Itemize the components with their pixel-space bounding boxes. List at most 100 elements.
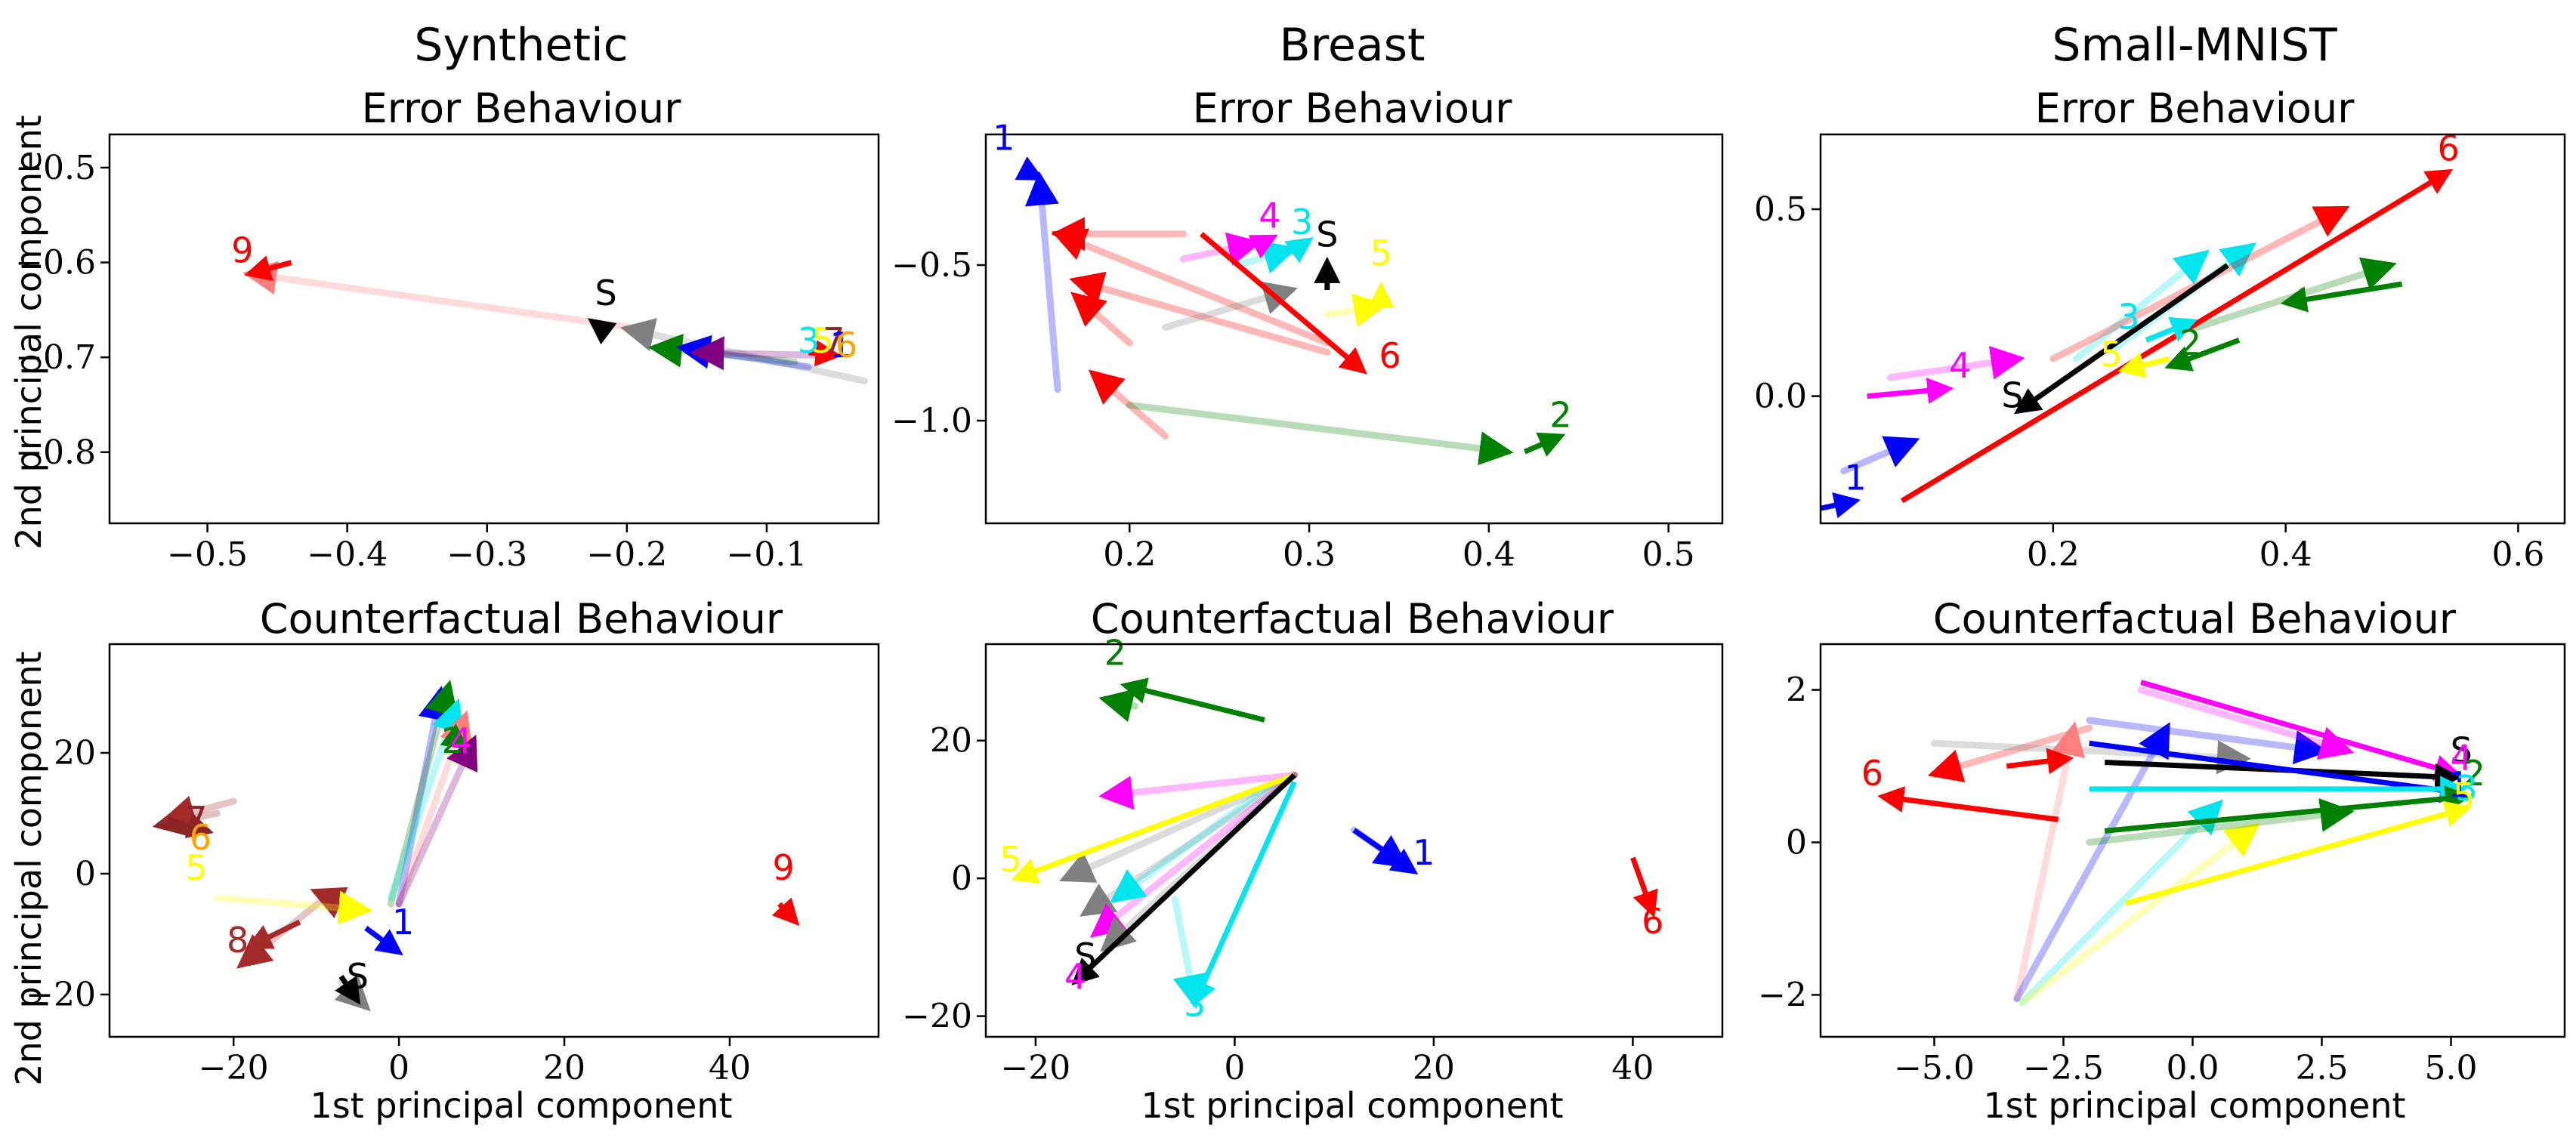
x-tick-label: −2.5 [2023,1049,2104,1087]
point-label-S: S [1316,214,1338,254]
plot-frame [108,133,880,525]
trajectory-arrow-1 [1015,156,1045,180]
y-tick-label: −1.0 [891,402,972,440]
point-label-4: 4 [450,720,472,761]
panel-breast-counterfactual: 2 5 S4 3 1 6 −20 0 20 40 20 0 −20 [902,632,1724,1087]
trajectory-arrow-3 [1284,237,1314,264]
y-tick-label: 0.0 [1754,378,1807,416]
point-label-9: 9 [772,847,794,888]
trajectory-arrow-6 [808,340,842,367]
x-tick-label: 0.2 [1103,535,1156,574]
trajectory-arrow-6 [2006,748,2074,775]
point-label-5: 5 [999,839,1021,880]
panel-title-breast-counterfactual: Counterfactual Behaviour [1091,595,1614,643]
point-label-1: 1 [829,325,851,365]
x-tick-label: 0.6 [2491,535,2544,574]
x-tick-label: 40 [1611,1049,1654,1087]
faded-trajectory [1059,771,1298,883]
y-tick-label: −2 [1758,976,1807,1014]
y-tick-label: 20 [930,722,972,760]
point-label-1: 1 [993,118,1015,159]
trajectory-arrow-5 [1010,773,1296,884]
trajectory-arrow-8 [245,919,301,949]
point-label-5: 5 [1370,233,1392,273]
faded-trajectory [2013,722,2170,1003]
x-tick-label: 0.4 [2259,535,2312,574]
plot-frame [984,643,1724,1038]
point-label-5: 5 [811,320,833,361]
point-label-6: 6 [836,325,857,365]
faded-trajectory [2018,799,2224,1007]
point-label-4: 4 [1259,196,1280,236]
trajectory-arrow-9 [244,255,292,282]
x-tick-label: 0.2 [2027,535,2080,574]
x-tick-label: 0 [388,1049,409,1087]
y-tick-label: −20 [26,976,96,1014]
y-tick-label: 0 [75,855,96,893]
point-label-4: 4 [1949,345,1971,386]
faded-trajectory [1324,293,1388,327]
trajectory-arrow-S [587,318,617,345]
faded-trajectory [242,261,631,331]
point-label-5: 5 [2100,334,2122,375]
trajectory-arrow-6 [1630,856,1658,918]
point-label-S: S [2001,375,2023,415]
trajectory-arrow-1 [1352,828,1419,875]
panel-title-mnist-counterfactual: Counterfactual Behaviour [1933,595,2457,643]
trajectory-arrow-3 [1191,781,1297,1007]
column-title-breast: Breast [1280,19,1425,72]
point-label-2: 2 [2179,322,2201,363]
panel-title-synthetic-error: Error Behaviour [362,85,682,132]
x-tick-label: −0.1 [727,535,808,574]
point-label-3: 3 [2455,768,2477,809]
trajectory-arrow-4 [1248,234,1278,259]
faded-trajectory [160,795,237,829]
trajectory-arrow-7 [166,813,215,838]
y-tick-label: −20 [902,998,972,1036]
point-label-3: 3 [1291,202,1313,242]
y-tick-label: −0.5 [891,246,972,285]
trajectory-arrow-5 [2117,352,2170,378]
trajectory-arrow-2 [1120,677,1265,723]
point-label-2: 2 [1549,394,1571,435]
column-title-synthetic: Synthetic [414,19,628,72]
panel-breast-error: 1 4 3 S 5 6 2 0.2 0.3 0.4 0.5 −0.5 −1.0 [891,118,1724,574]
y-tick-label: 2 [1786,671,1807,710]
trajectory-arrow-6 [1200,232,1367,375]
point-label-9: 9 [231,230,253,271]
trajectory-arrow-S [1071,773,1296,985]
faded-trajectory [213,890,373,925]
x-tick-label: 0.5 [1642,535,1695,574]
point-label-3: 3 [1184,984,1206,1025]
x-tick-label: 40 [709,1049,751,1087]
trajectory-arrow-S [335,975,361,1005]
y-tick-label: 0.5 [1754,190,1807,229]
faded-trajectory [1110,778,1278,903]
faded-trajectory [2073,249,2210,362]
x-axis-label-mnist: 1st principal component [1983,1085,2405,1126]
point-label-6: 6 [190,817,212,858]
point-label-S: S [2451,730,2473,771]
x-tick-label: −0.5 [167,535,248,574]
x-axis-label-synthetic: 1st principal component [310,1085,732,1126]
point-label-1: 1 [1413,832,1435,873]
x-axis-label-breast: 1st principal component [1141,1085,1563,1126]
x-tick-label: −20 [199,1049,269,1087]
point-label-6: 6 [1642,901,1663,942]
faded-trajectory [1098,689,1139,723]
point-label-8: 8 [227,920,249,961]
point-label-4: 4 [2451,738,2473,779]
faded-trajectory [1162,281,1298,331]
point-label-S: S [595,273,616,313]
x-tick-label: 5.0 [2425,1049,2478,1087]
point-label-7: 7 [185,799,207,840]
faded-trajectory [1234,240,1298,274]
y-axis-label-top: 2nd principal component [8,115,49,549]
x-tick-label: −0.3 [446,535,527,574]
x-tick-label: −5.0 [1894,1049,1975,1087]
x-tick-label: −0.2 [586,535,667,574]
faded-trajectory [1840,436,1920,475]
x-tick-label: 0.3 [1283,535,1336,574]
